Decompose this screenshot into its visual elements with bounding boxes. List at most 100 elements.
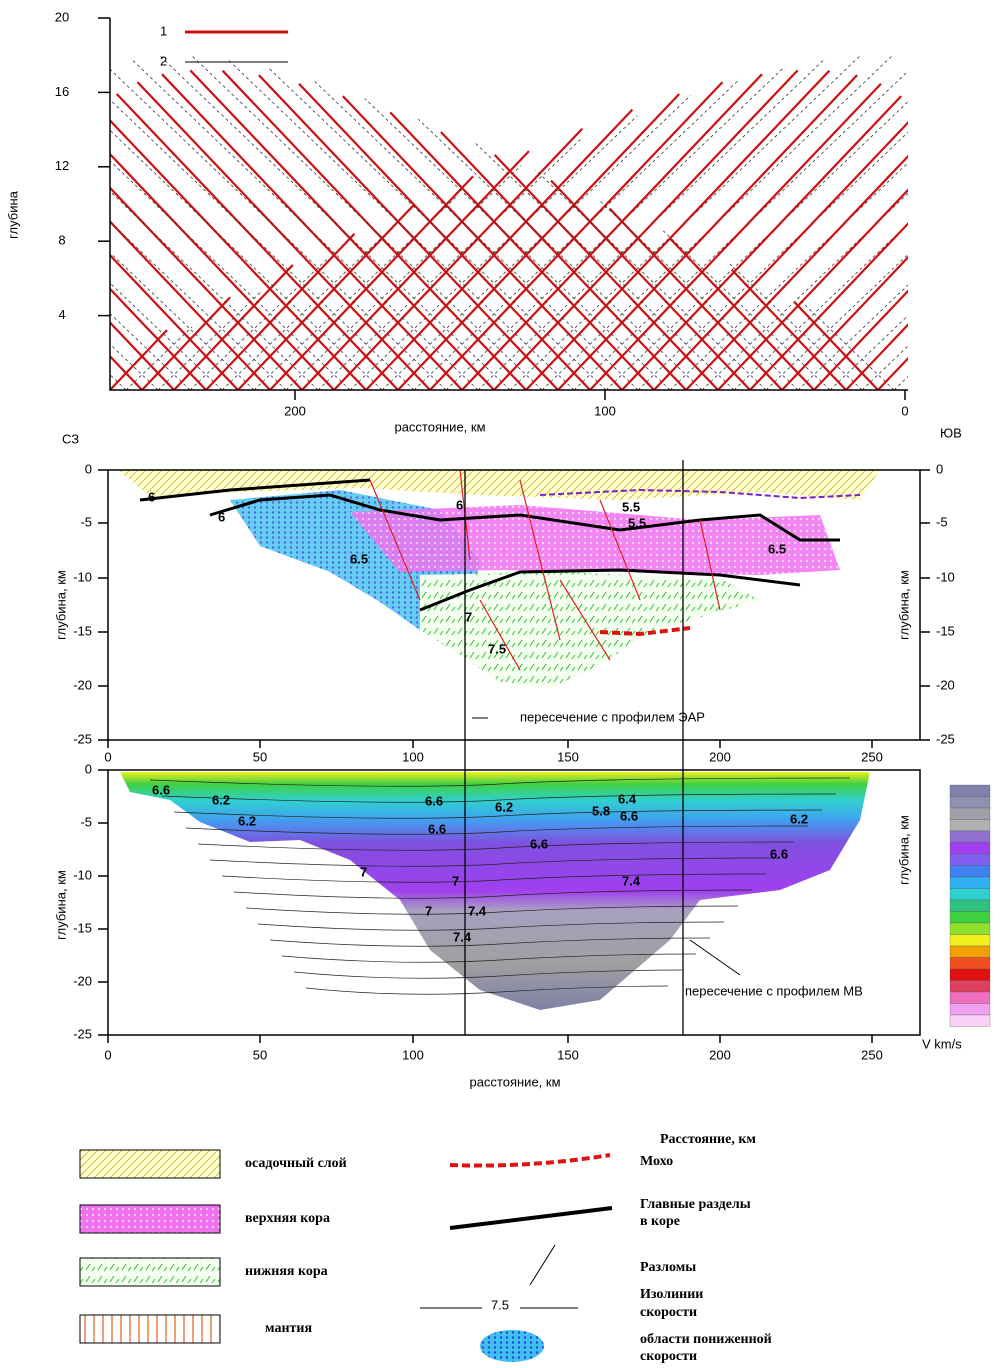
figure: 201612842001000глубинарасстояние, км1200… bbox=[0, 0, 1008, 1368]
legend-label: Разломы bbox=[640, 1260, 696, 1275]
corner-label: СЗ bbox=[62, 431, 79, 446]
contour-label: 6 bbox=[218, 509, 225, 524]
ray-red bbox=[610, 209, 782, 390]
y-tick-label: 0 bbox=[85, 761, 92, 776]
ray-red bbox=[223, 71, 526, 390]
ray-red bbox=[795, 302, 878, 390]
ray-red bbox=[590, 84, 881, 390]
ray-red bbox=[190, 70, 494, 390]
annotation-arrow bbox=[690, 940, 740, 975]
legend-moho bbox=[450, 1155, 610, 1166]
y-tick-label: -5 bbox=[80, 514, 92, 529]
colorbar-cell bbox=[950, 808, 990, 820]
ray-red bbox=[494, 70, 798, 390]
ray-red bbox=[137, 82, 430, 390]
colorbar-cell bbox=[950, 831, 990, 843]
contour-label: 6.6 bbox=[770, 846, 788, 861]
x-tick-label: 150 bbox=[557, 1047, 579, 1062]
annotation: пересечение с профилем ЭАР bbox=[520, 709, 705, 724]
ray-red bbox=[430, 82, 723, 390]
y-tick-label: -5 bbox=[80, 814, 92, 829]
x-tick-label: 200 bbox=[284, 403, 306, 418]
contour-label: 6.6 bbox=[425, 793, 443, 808]
ray-black bbox=[51, 166, 286, 390]
x-tick-label: 100 bbox=[594, 403, 616, 418]
colorbar-cell bbox=[950, 935, 990, 947]
legend-boundary bbox=[450, 1208, 612, 1228]
ray-red bbox=[878, 302, 961, 390]
y-tick-label-right: -15 bbox=[936, 623, 955, 638]
y-axis-label: глубина, км bbox=[53, 570, 68, 640]
ray-black bbox=[862, 264, 994, 390]
x-axis-label: расстояние, км bbox=[469, 1074, 560, 1089]
ray-red bbox=[462, 74, 762, 390]
y-tick-label: 0 bbox=[85, 461, 92, 476]
contour-label: 7.4 bbox=[453, 929, 472, 944]
legend-label: Главные разделы bbox=[640, 1197, 751, 1212]
legend-sample: 7.5 bbox=[491, 1297, 509, 1312]
ray-red bbox=[270, 176, 473, 390]
ray-black bbox=[107, 67, 446, 390]
y-axis-label-right: глубина, км bbox=[896, 570, 911, 640]
y-tick-label: 4 bbox=[58, 307, 65, 322]
x-tick-label: 100 bbox=[402, 749, 424, 764]
ray-black bbox=[60, 327, 126, 390]
colorbar-cell bbox=[950, 877, 990, 889]
x-tick-label: 0 bbox=[104, 749, 111, 764]
corner-label: ЮВ bbox=[940, 425, 962, 440]
colorbar-cell bbox=[950, 900, 990, 912]
x-tick-label: 50 bbox=[253, 749, 267, 764]
y-tick-label: -10 bbox=[73, 569, 92, 584]
colorbar-cell bbox=[950, 1004, 990, 1016]
ray-black bbox=[350, 116, 637, 390]
ray-red bbox=[162, 74, 462, 390]
contour-label: 6.5 bbox=[350, 551, 368, 566]
ray-red bbox=[53, 330, 110, 390]
ray-red bbox=[61, 204, 238, 390]
y-axis-label: глубина, км bbox=[53, 870, 68, 940]
legend-label: в коре bbox=[640, 1214, 680, 1229]
y-tick-label-right: -10 bbox=[936, 569, 955, 584]
legend-label: Мохо bbox=[640, 1154, 673, 1169]
y-tick-label: -10 bbox=[73, 867, 92, 882]
contour-label: 5.5 bbox=[628, 515, 646, 530]
legend-label: нижняя кора bbox=[245, 1264, 328, 1279]
ray-red bbox=[846, 270, 960, 390]
ray-black bbox=[158, 293, 260, 390]
y-tick-label: -25 bbox=[73, 731, 92, 746]
contour-label: 7.4 bbox=[622, 873, 641, 888]
ray-black bbox=[894, 298, 990, 390]
colorbar-cell bbox=[950, 912, 990, 924]
ray-red bbox=[67, 176, 270, 390]
x-tick-label: 50 bbox=[253, 1047, 267, 1062]
y-tick-label: -15 bbox=[73, 623, 92, 638]
ray-diagram bbox=[49, 54, 997, 390]
x-tick-label: 200 bbox=[709, 749, 731, 764]
y-tick-label: -20 bbox=[73, 677, 92, 692]
ray-red bbox=[670, 239, 814, 390]
legend-label: 2 bbox=[160, 53, 167, 68]
contour-label: 6.2 bbox=[495, 799, 513, 814]
y-tick-label: 12 bbox=[55, 158, 69, 173]
legend-fault bbox=[530, 1245, 555, 1285]
colorbar-cell bbox=[950, 866, 990, 878]
x-tick-label: 250 bbox=[861, 749, 883, 764]
x-tick-label: 250 bbox=[861, 1047, 883, 1062]
y-tick-label: -25 bbox=[73, 1026, 92, 1041]
colorbar-unit: V km/s bbox=[922, 1036, 962, 1051]
contour-label: 6.5 bbox=[768, 541, 786, 556]
contour-label: 6.6 bbox=[530, 836, 548, 851]
ray-black bbox=[798, 199, 998, 390]
legend-label: области пониженной bbox=[640, 1332, 772, 1347]
colorbar-cell bbox=[950, 1015, 990, 1027]
ray-red bbox=[782, 209, 954, 390]
colorbar-cell bbox=[950, 981, 990, 993]
y-tick-label-right: -25 bbox=[936, 731, 955, 746]
ray-black bbox=[131, 58, 478, 390]
ray-black bbox=[49, 195, 254, 390]
y-tick-label: -20 bbox=[73, 973, 92, 988]
contour-label: 6.2 bbox=[212, 792, 230, 807]
y-tick-label-right: -5 bbox=[936, 514, 948, 529]
contour-label: 6.6 bbox=[152, 782, 170, 797]
colorbar-cell bbox=[950, 785, 990, 797]
